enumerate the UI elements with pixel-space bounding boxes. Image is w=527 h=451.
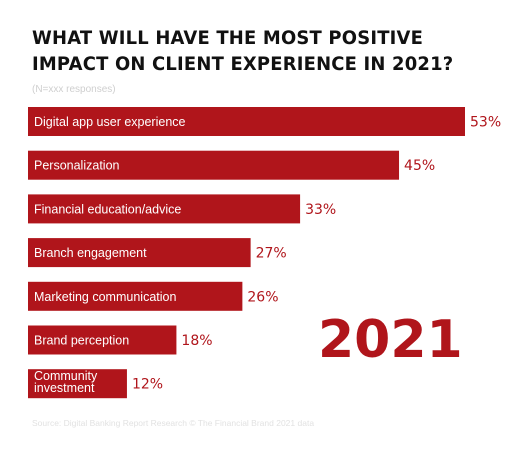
bar-branch-engagement <box>28 238 251 268</box>
value-label-brand-perception: 18% <box>181 333 212 349</box>
bar-label-digital-app-user-experience: Digital app user experience <box>34 115 186 129</box>
bar-label-marketing-communication: Marketing communication <box>34 290 176 304</box>
value-label-community-investment: 12% <box>132 377 163 393</box>
bar-label-personalization: Personalization <box>34 159 120 173</box>
bar-label-branch-engagement: Branch engagement <box>34 246 147 260</box>
chart-subtitle: (N=xxx responses) <box>32 84 116 95</box>
bar-marketing-communication <box>28 281 243 311</box>
value-label-financial-education-advice: 33% <box>305 202 336 218</box>
bar-digital-app-user-experience <box>28 107 465 136</box>
bar-label-community-investment: Community investment <box>34 369 98 395</box>
bar-community-investment <box>28 369 127 399</box>
year-annotation: 2021 <box>318 310 463 370</box>
value-label-marketing-communication: 26% <box>247 289 278 305</box>
bar-label-brand-perception: Brand perception <box>34 334 129 348</box>
value-label-digital-app-user-experience: 53% <box>470 115 501 131</box>
value-label-branch-engagement: 27% <box>256 246 287 262</box>
bar-personalization <box>28 150 400 180</box>
bar-financial-education-advice <box>28 194 301 224</box>
bar-brand-perception <box>28 325 177 355</box>
bar-label-financial-education-advice: Financial education/advice <box>34 202 181 216</box>
chart-footnote: Source: Digital Banking Report Research … <box>32 418 315 428</box>
value-label-personalization: 45% <box>404 158 435 174</box>
chart-title: WHAT WILL HAVE THE MOST POSITIVE IMPACT … <box>32 28 454 75</box>
